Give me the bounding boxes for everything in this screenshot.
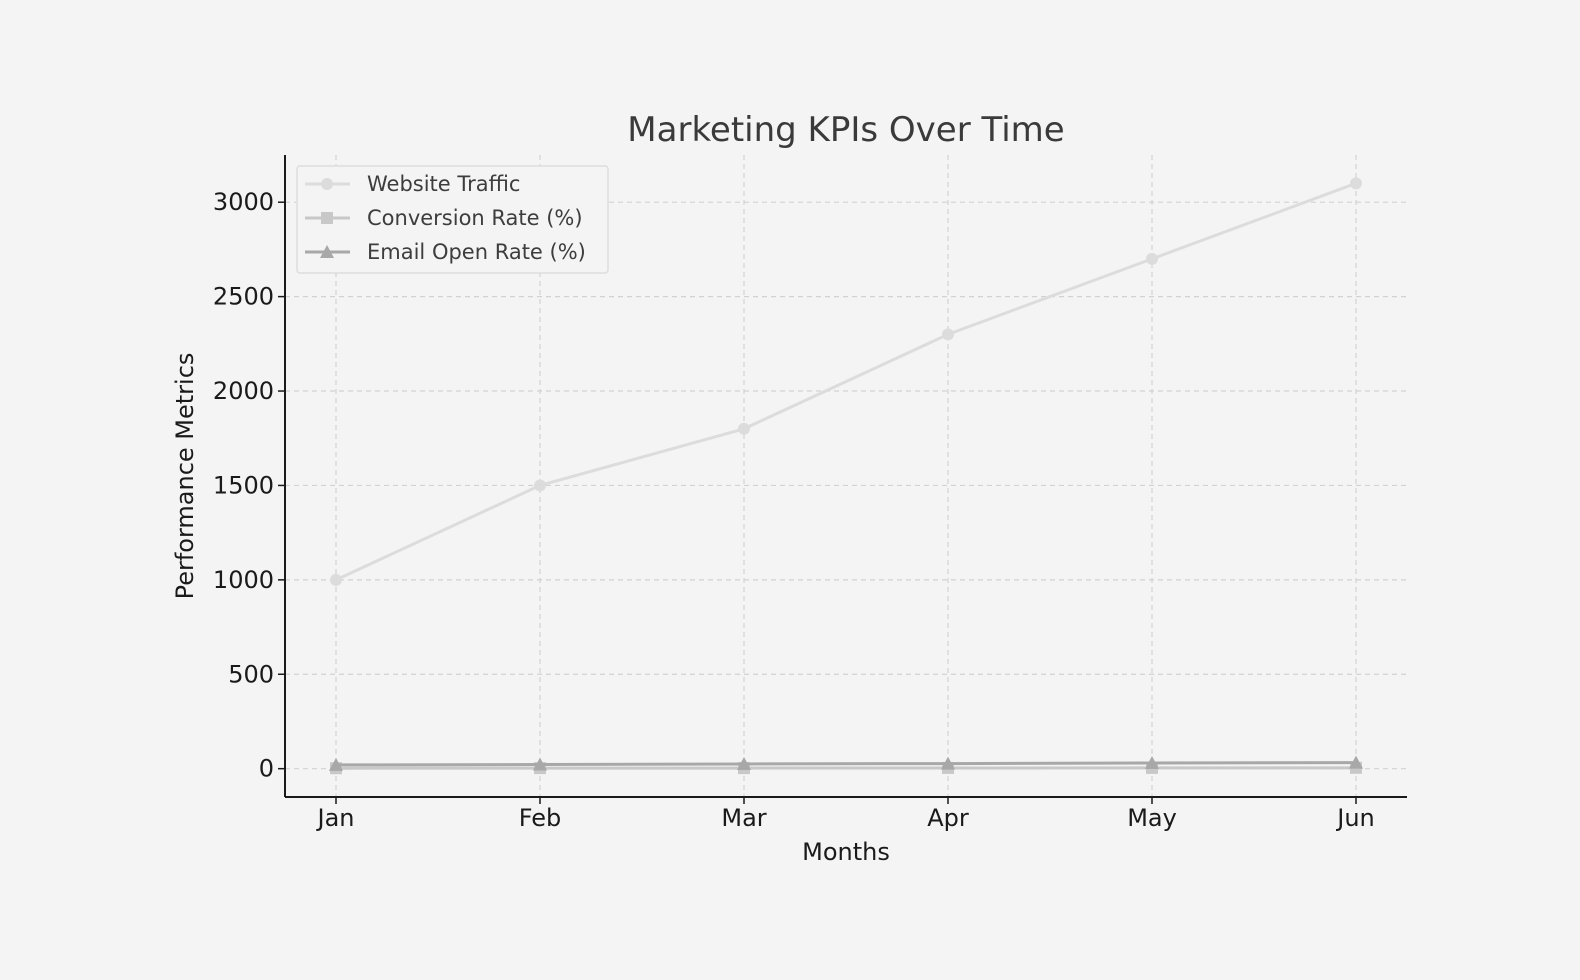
tick-labels: 0 500 1000 1500 2000 2500 3000 Jan Feb Mar Apr May J… [213, 188, 1375, 832]
data-point [737, 756, 751, 770]
x-axis-title: Months [802, 838, 890, 866]
legend-label: Email Open Rate (%) [367, 240, 586, 264]
y-tick-label: 0 [259, 755, 274, 783]
legend-label: Conversion Rate (%) [367, 206, 583, 230]
legend-frame [296, 165, 609, 274]
legend: Website Traffic Conversion Rate (%) Email … [296, 165, 609, 274]
data-point [330, 573, 342, 586]
y-axis-title: Performance Metrics [171, 353, 199, 600]
data-point [1349, 755, 1363, 769]
data-point [942, 328, 954, 341]
y-tick-label: 500 [228, 660, 274, 688]
data-point [1145, 756, 1159, 770]
y-tick-label: 2500 [213, 283, 274, 311]
x-tick-label: Jan [316, 804, 355, 832]
y-tick-label: 1000 [213, 566, 274, 594]
legend-marker [321, 212, 333, 224]
legend-item: Website Traffic [305, 172, 520, 196]
legend-label: Website Traffic [367, 172, 520, 196]
x-tick-label: Jun [1335, 804, 1375, 832]
data-point [941, 756, 955, 770]
data-point [533, 757, 547, 771]
legend-item: Email Open Rate (%) [305, 240, 586, 264]
series [329, 177, 1363, 775]
legend-marker [321, 178, 333, 190]
series-line [335, 761, 1357, 767]
axes [284, 155, 1407, 798]
data-point [329, 757, 343, 771]
data-point [738, 422, 750, 435]
data-point [534, 479, 546, 492]
x-tick-label: Feb [519, 804, 562, 832]
y-tick-label: 1500 [213, 471, 274, 499]
chart-title: Marketing KPIs Over Time [627, 110, 1064, 150]
data-point [1350, 177, 1362, 190]
data-point [1146, 252, 1158, 265]
legend-item: Conversion Rate (%) [305, 206, 583, 230]
x-tick-label: May [1127, 804, 1177, 832]
x-tick-label: Apr [927, 804, 969, 832]
series-0 [330, 177, 1362, 586]
x-tick-label: Mar [721, 804, 766, 832]
series-line [335, 181, 1357, 582]
y-tick-label: 3000 [213, 188, 274, 216]
legend-marker [320, 245, 334, 258]
series-2 [329, 755, 1363, 771]
y-tick-label: 2000 [213, 377, 274, 405]
